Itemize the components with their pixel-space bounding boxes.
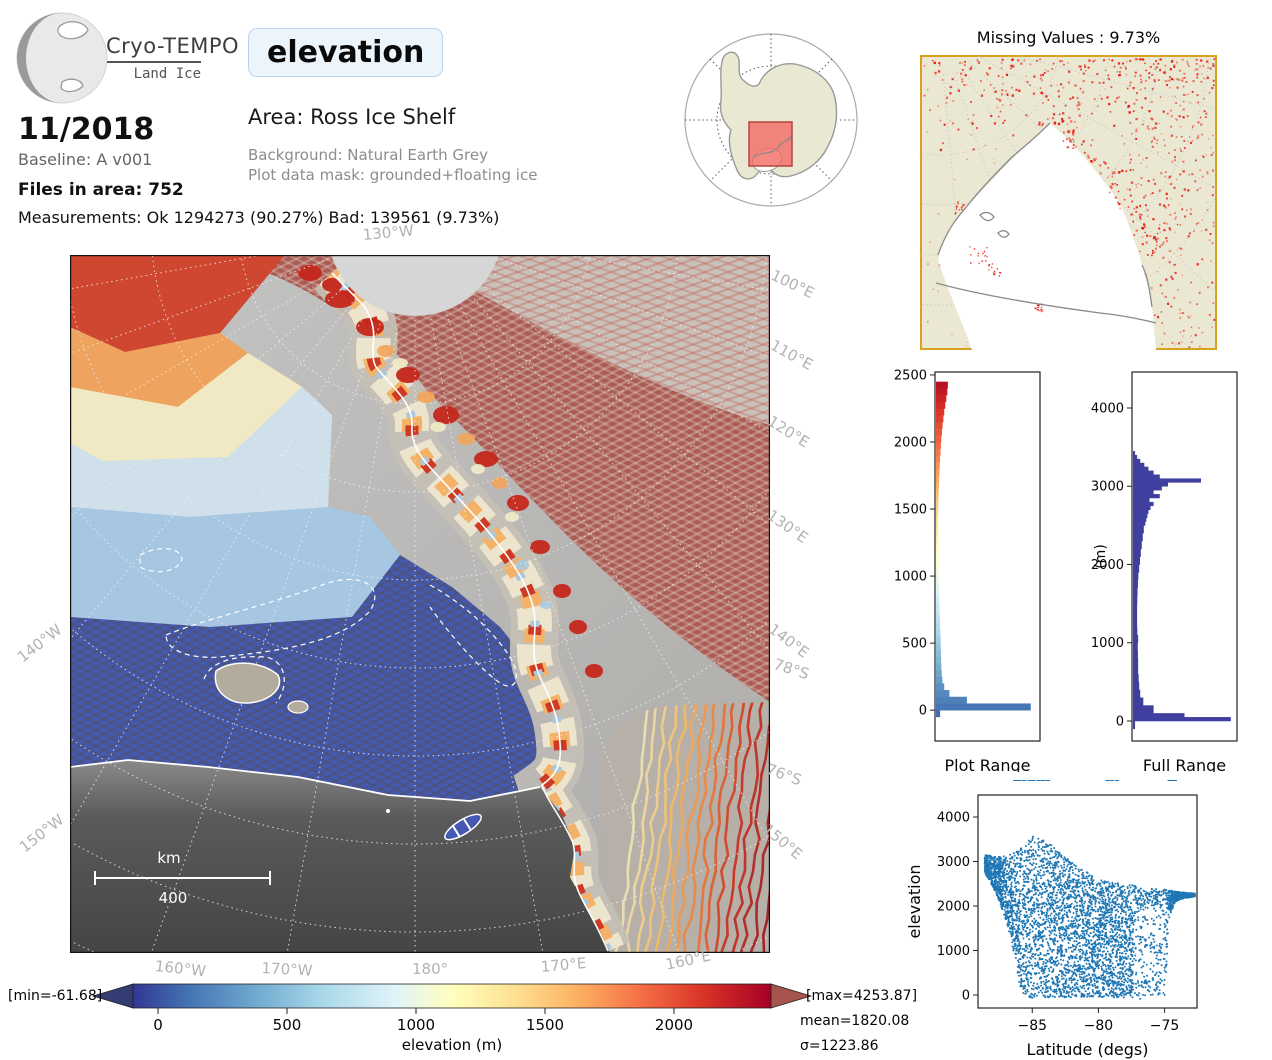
- baseline-label: Baseline: A v001: [18, 150, 153, 169]
- svg-text:2000: 2000: [894, 435, 927, 450]
- svg-text:0: 0: [919, 704, 927, 719]
- svg-text:1000: 1000: [894, 570, 927, 585]
- svg-text:(m): (m): [1093, 544, 1109, 569]
- svg-text:2000: 2000: [1091, 558, 1124, 573]
- map-label-lon: 180°: [412, 960, 449, 978]
- map-label-lon: 160°W: [154, 957, 207, 981]
- svg-text:1000: 1000: [1091, 636, 1124, 651]
- files-count-label: Files in area: 752: [18, 180, 184, 200]
- plot-range-histogram: 0 500 1000 1500 2000 2500 Plot Range: [894, 368, 1041, 772]
- logo-subtitle: Land Ice: [133, 66, 201, 82]
- main-elevation-map: km 400: [70, 255, 770, 953]
- cryo-tempo-logo-icon: [16, 12, 108, 104]
- map-label-lon: 140°E: [765, 620, 813, 662]
- map-label-lon: 120°E: [764, 412, 813, 452]
- region-of-interest-box: [748, 121, 793, 167]
- colorbar-mean-label: mean=1820.08: [800, 1013, 910, 1029]
- colorbar-min-label: [min=-61.68]: [8, 988, 103, 1004]
- period-label: 11/2018: [18, 112, 155, 147]
- logo-underline: [107, 61, 201, 63]
- mask-label: Plot data mask: grounded+floating ice: [248, 166, 538, 184]
- svg-text:1500: 1500: [894, 503, 927, 518]
- svg-text:km: km: [157, 849, 180, 867]
- map-label-lon: 170°W: [261, 959, 313, 980]
- svg-text:500: 500: [902, 637, 927, 652]
- measurements-label: Measurements: Ok 1294273 (90.27%) Bad: 1…: [18, 208, 500, 227]
- pole-hole: [331, 255, 499, 316]
- scale-bar: km 400: [94, 849, 271, 907]
- missing-values-map: [920, 55, 1217, 350]
- coastline: [70, 272, 609, 952]
- map-label-lon: 130°E: [763, 506, 812, 547]
- colorbar-sigma-label: σ=1223.86: [800, 1038, 879, 1054]
- svg-text:Full Range: Full Range: [1143, 756, 1226, 772]
- map-label-lon: 170°E: [540, 954, 588, 976]
- graticule: [70, 255, 770, 953]
- svg-text:0: 0: [1116, 714, 1124, 729]
- map-label-lon: 110°E: [767, 336, 816, 374]
- elevation-colorbar: 0 500 1000 1500 2000 elevation (m): [91, 983, 813, 1054]
- svg-text:2500: 2500: [894, 368, 927, 383]
- full-range-histogram: 0 1000 2000 3000 4000 Full Range (m): [1091, 371, 1238, 772]
- map-label-lat: 78°S: [771, 655, 812, 684]
- antarctica-locator-map: [684, 33, 858, 207]
- svg-text:3000: 3000: [1091, 480, 1124, 495]
- grounding-line-dashed: [139, 548, 517, 704]
- map-label-lon: 100°E: [768, 266, 817, 303]
- svg-text:4000: 4000: [1091, 401, 1124, 416]
- background-label: Background: Natural Earth Grey: [248, 146, 488, 164]
- map-label-lon: 130°W: [362, 221, 415, 244]
- map-label-lon: 150°W: [16, 810, 68, 857]
- svg-text:400: 400: [159, 889, 188, 907]
- colorbar-max-label: [max=4253.87]: [806, 988, 918, 1004]
- missing-values-title: Missing Values : 9.73%: [976, 28, 1161, 47]
- islands: [214, 662, 482, 841]
- logo-title: Cryo-TEMPO: [106, 34, 240, 58]
- svg-text:Plot Range: Plot Range: [945, 756, 1031, 772]
- area-label: Area: Ross Ice Shelf: [248, 105, 456, 129]
- colorbar-title: elevation (m): [402, 1036, 503, 1054]
- map-label-lon: 140°W: [14, 620, 66, 667]
- variable-badge: elevation: [248, 28, 444, 77]
